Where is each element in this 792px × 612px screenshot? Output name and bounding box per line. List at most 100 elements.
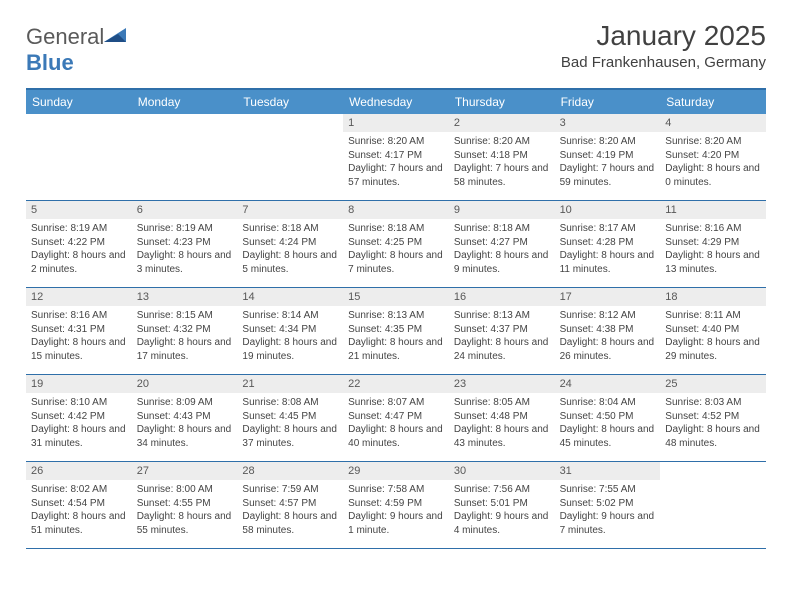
day-details: Sunrise: 7:59 AMSunset: 4:57 PMDaylight:… — [237, 480, 343, 541]
location-subtitle: Bad Frankenhausen, Germany — [561, 54, 766, 71]
calendar-cell: 3Sunrise: 8:20 AMSunset: 4:19 PMDaylight… — [555, 114, 661, 200]
calendar-cell: 20Sunrise: 8:09 AMSunset: 4:43 PMDayligh… — [132, 375, 238, 461]
page-title: January 2025 — [561, 20, 766, 52]
day-details: Sunrise: 8:18 AMSunset: 4:27 PMDaylight:… — [449, 219, 555, 280]
calendar-cell: 19Sunrise: 8:10 AMSunset: 4:42 PMDayligh… — [26, 375, 132, 461]
day-details: Sunrise: 8:16 AMSunset: 4:29 PMDaylight:… — [660, 219, 766, 280]
day-details: Sunrise: 8:10 AMSunset: 4:42 PMDaylight:… — [26, 393, 132, 454]
calendar-cell: 25Sunrise: 8:03 AMSunset: 4:52 PMDayligh… — [660, 375, 766, 461]
header: GeneralBlue January 2025 Bad Frankenhaus… — [26, 20, 766, 76]
calendar-cell — [132, 114, 238, 200]
day-details: Sunrise: 7:55 AMSunset: 5:02 PMDaylight:… — [555, 480, 661, 541]
calendar-cell: 6Sunrise: 8:19 AMSunset: 4:23 PMDaylight… — [132, 201, 238, 287]
dow-thursday: Thursday — [449, 90, 555, 114]
day-details: Sunrise: 8:19 AMSunset: 4:23 PMDaylight:… — [132, 219, 238, 280]
calendar-cell — [26, 114, 132, 200]
day-number: 13 — [132, 288, 238, 306]
calendar-cell: 14Sunrise: 8:14 AMSunset: 4:34 PMDayligh… — [237, 288, 343, 374]
calendar-cell: 10Sunrise: 8:17 AMSunset: 4:28 PMDayligh… — [555, 201, 661, 287]
calendar-cell: 4Sunrise: 8:20 AMSunset: 4:20 PMDaylight… — [660, 114, 766, 200]
calendar-cell: 13Sunrise: 8:15 AMSunset: 4:32 PMDayligh… — [132, 288, 238, 374]
day-details: Sunrise: 8:00 AMSunset: 4:55 PMDaylight:… — [132, 480, 238, 541]
calendar-cell: 24Sunrise: 8:04 AMSunset: 4:50 PMDayligh… — [555, 375, 661, 461]
day-of-week-header: SundayMondayTuesdayWednesdayThursdayFrid… — [26, 90, 766, 114]
day-details: Sunrise: 8:17 AMSunset: 4:28 PMDaylight:… — [555, 219, 661, 280]
calendar-cell: 8Sunrise: 8:18 AMSunset: 4:25 PMDaylight… — [343, 201, 449, 287]
day-details: Sunrise: 8:16 AMSunset: 4:31 PMDaylight:… — [26, 306, 132, 367]
calendar-cell: 27Sunrise: 8:00 AMSunset: 4:55 PMDayligh… — [132, 462, 238, 548]
day-details: Sunrise: 8:09 AMSunset: 4:43 PMDaylight:… — [132, 393, 238, 454]
day-number: 7 — [237, 201, 343, 219]
day-number: 21 — [237, 375, 343, 393]
title-block: January 2025 Bad Frankenhausen, Germany — [561, 20, 766, 71]
calendar-cell: 9Sunrise: 8:18 AMSunset: 4:27 PMDaylight… — [449, 201, 555, 287]
day-details: Sunrise: 8:20 AMSunset: 4:17 PMDaylight:… — [343, 132, 449, 193]
calendar-cell: 16Sunrise: 8:13 AMSunset: 4:37 PMDayligh… — [449, 288, 555, 374]
calendar: SundayMondayTuesdayWednesdayThursdayFrid… — [26, 88, 766, 549]
day-number: 20 — [132, 375, 238, 393]
day-details: Sunrise: 8:15 AMSunset: 4:32 PMDaylight:… — [132, 306, 238, 367]
calendar-cell: 2Sunrise: 8:20 AMSunset: 4:18 PMDaylight… — [449, 114, 555, 200]
calendar-week: 5Sunrise: 8:19 AMSunset: 4:22 PMDaylight… — [26, 201, 766, 288]
day-number: 19 — [26, 375, 132, 393]
calendar-cell: 30Sunrise: 7:56 AMSunset: 5:01 PMDayligh… — [449, 462, 555, 548]
dow-monday: Monday — [132, 90, 238, 114]
brand-triangle-icon — [104, 26, 128, 44]
calendar-cell: 23Sunrise: 8:05 AMSunset: 4:48 PMDayligh… — [449, 375, 555, 461]
day-number: 14 — [237, 288, 343, 306]
day-number: 2 — [449, 114, 555, 132]
dow-wednesday: Wednesday — [343, 90, 449, 114]
day-number: 23 — [449, 375, 555, 393]
day-details: Sunrise: 8:18 AMSunset: 4:25 PMDaylight:… — [343, 219, 449, 280]
day-number: 25 — [660, 375, 766, 393]
calendar-cell: 5Sunrise: 8:19 AMSunset: 4:22 PMDaylight… — [26, 201, 132, 287]
calendar-week: 26Sunrise: 8:02 AMSunset: 4:54 PMDayligh… — [26, 462, 766, 549]
day-details: Sunrise: 8:20 AMSunset: 4:18 PMDaylight:… — [449, 132, 555, 193]
calendar-cell: 17Sunrise: 8:12 AMSunset: 4:38 PMDayligh… — [555, 288, 661, 374]
calendar-cell: 7Sunrise: 8:18 AMSunset: 4:24 PMDaylight… — [237, 201, 343, 287]
day-number: 27 — [132, 462, 238, 480]
brand-logo: GeneralBlue — [26, 24, 128, 76]
day-details: Sunrise: 8:07 AMSunset: 4:47 PMDaylight:… — [343, 393, 449, 454]
day-details: Sunrise: 8:02 AMSunset: 4:54 PMDaylight:… — [26, 480, 132, 541]
day-number: 5 — [26, 201, 132, 219]
day-number: 18 — [660, 288, 766, 306]
day-number: 30 — [449, 462, 555, 480]
calendar-cell: 31Sunrise: 7:55 AMSunset: 5:02 PMDayligh… — [555, 462, 661, 548]
calendar-cell: 29Sunrise: 7:58 AMSunset: 4:59 PMDayligh… — [343, 462, 449, 548]
calendar-cell — [237, 114, 343, 200]
calendar-cell: 21Sunrise: 8:08 AMSunset: 4:45 PMDayligh… — [237, 375, 343, 461]
calendar-cell: 12Sunrise: 8:16 AMSunset: 4:31 PMDayligh… — [26, 288, 132, 374]
day-details: Sunrise: 8:11 AMSunset: 4:40 PMDaylight:… — [660, 306, 766, 367]
day-details: Sunrise: 8:12 AMSunset: 4:38 PMDaylight:… — [555, 306, 661, 367]
day-number: 8 — [343, 201, 449, 219]
day-number: 24 — [555, 375, 661, 393]
brand-text: GeneralBlue — [26, 24, 128, 76]
calendar-cell: 11Sunrise: 8:16 AMSunset: 4:29 PMDayligh… — [660, 201, 766, 287]
day-details: Sunrise: 8:13 AMSunset: 4:37 PMDaylight:… — [449, 306, 555, 367]
brand-word-2: Blue — [26, 50, 74, 75]
day-number: 15 — [343, 288, 449, 306]
calendar-cell: 1Sunrise: 8:20 AMSunset: 4:17 PMDaylight… — [343, 114, 449, 200]
day-number: 22 — [343, 375, 449, 393]
dow-tuesday: Tuesday — [237, 90, 343, 114]
day-number: 6 — [132, 201, 238, 219]
day-number: 29 — [343, 462, 449, 480]
day-number: 28 — [237, 462, 343, 480]
calendar-cell — [660, 462, 766, 548]
dow-friday: Friday — [555, 90, 661, 114]
day-details: Sunrise: 8:13 AMSunset: 4:35 PMDaylight:… — [343, 306, 449, 367]
day-number: 11 — [660, 201, 766, 219]
day-details: Sunrise: 8:08 AMSunset: 4:45 PMDaylight:… — [237, 393, 343, 454]
calendar-cell: 22Sunrise: 8:07 AMSunset: 4:47 PMDayligh… — [343, 375, 449, 461]
dow-saturday: Saturday — [660, 90, 766, 114]
day-details: Sunrise: 8:04 AMSunset: 4:50 PMDaylight:… — [555, 393, 661, 454]
day-details: Sunrise: 7:58 AMSunset: 4:59 PMDaylight:… — [343, 480, 449, 541]
calendar-week: 19Sunrise: 8:10 AMSunset: 4:42 PMDayligh… — [26, 375, 766, 462]
calendar-cell: 28Sunrise: 7:59 AMSunset: 4:57 PMDayligh… — [237, 462, 343, 548]
day-number: 16 — [449, 288, 555, 306]
day-details: Sunrise: 8:05 AMSunset: 4:48 PMDaylight:… — [449, 393, 555, 454]
day-number: 12 — [26, 288, 132, 306]
day-number: 10 — [555, 201, 661, 219]
day-details: Sunrise: 8:18 AMSunset: 4:24 PMDaylight:… — [237, 219, 343, 280]
